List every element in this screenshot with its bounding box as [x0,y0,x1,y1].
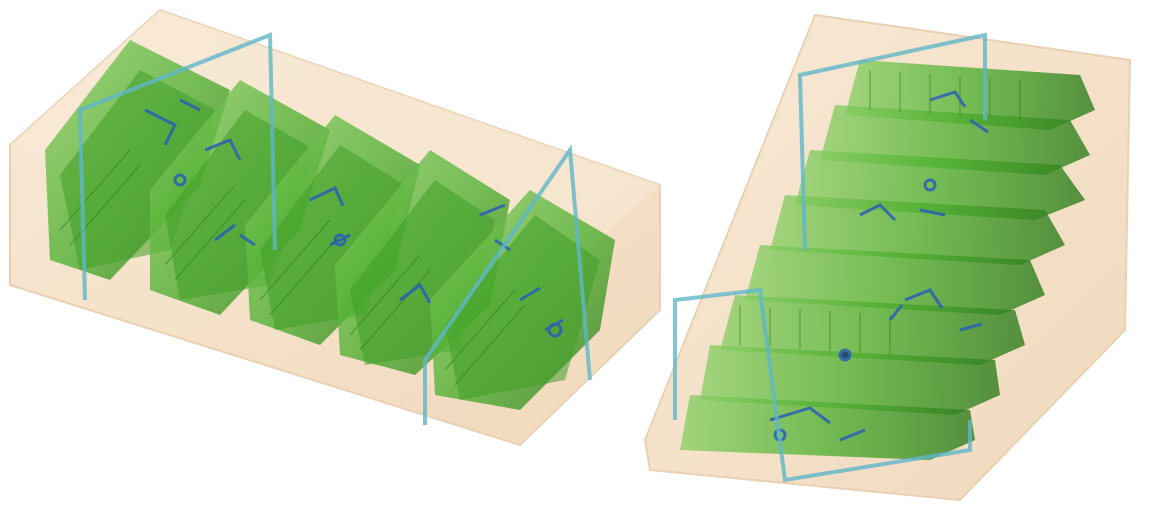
item-stack [745,245,1045,315]
ridge-lines [59,149,526,386]
item-stack [720,295,1025,365]
xray-view-right [640,0,1151,510]
strap [77,32,592,425]
ridge-lines [739,70,1021,355]
strap [673,32,987,483]
metal-components [144,98,564,338]
item-stack [680,395,975,460]
item-stack [770,195,1065,265]
xray-view-right-image [643,13,1132,502]
xray-view-left [9,8,661,447]
metal-components [769,90,989,442]
xray-view-left-image [9,8,661,447]
